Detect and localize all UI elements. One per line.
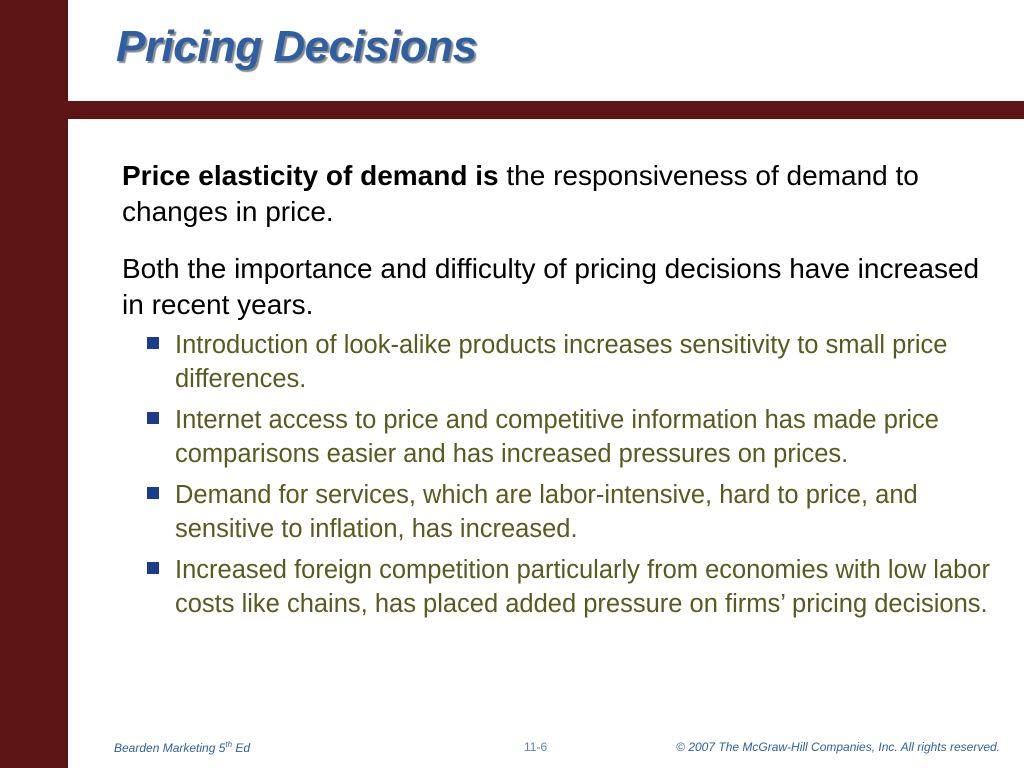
square-bullet-icon	[147, 412, 159, 424]
footer-slide-number: 11-6	[524, 740, 548, 754]
footer-book-title: Bearden Marketing 5th Ed	[114, 740, 251, 755]
bullet-text: Internet access to price and competitive…	[175, 406, 939, 468]
bullet-list: Introduction of look-alike products incr…	[122, 328, 1002, 621]
bullet-item: Introduction of look-alike products incr…	[122, 328, 1002, 396]
bullet-item: Increased foreign competition particular…	[122, 553, 1002, 621]
bullet-text: Increased foreign competition particular…	[175, 556, 990, 618]
square-bullet-icon	[147, 487, 159, 499]
bullet-item: Internet access to price and competitive…	[122, 403, 1002, 471]
definition-paragraph: Price elasticity of demand is the respon…	[122, 158, 1002, 230]
bullet-text: Introduction of look-alike products incr…	[175, 331, 948, 393]
footer-copyright: © 2007 The McGraw-Hill Companies, Inc. A…	[676, 740, 1000, 754]
bullet-text: Demand for services, which are labor-int…	[175, 481, 918, 543]
square-bullet-icon	[147, 337, 159, 349]
title-divider-bar	[68, 101, 1024, 119]
slide-title: Pricing Decisions	[116, 22, 477, 71]
bullet-item: Demand for services, which are labor-int…	[122, 478, 1002, 546]
definition-text: the responsiveness of demand to changes …	[122, 160, 919, 227]
statement-paragraph: Both the importance and difficulty of pr…	[122, 253, 980, 320]
definition-term: Price elasticity of demand is	[122, 160, 499, 191]
slide-body: Price elasticity of demand is the respon…	[122, 158, 1002, 628]
left-frame-bar	[0, 0, 68, 768]
square-bullet-icon	[147, 562, 159, 574]
